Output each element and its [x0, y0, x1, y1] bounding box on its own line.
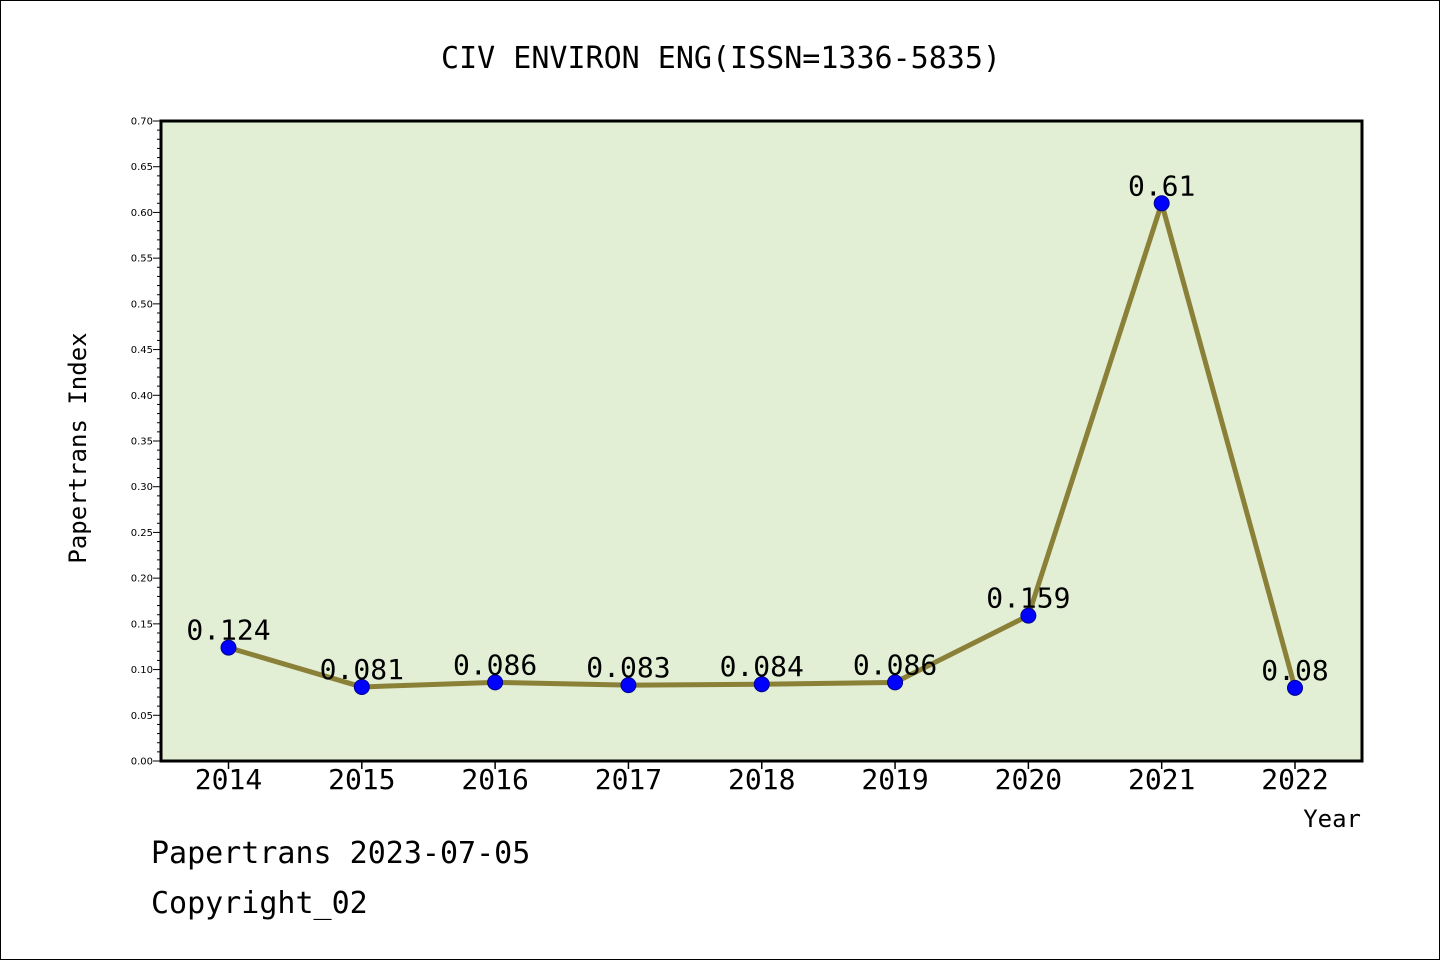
x-axis-label: Year: [1303, 805, 1361, 833]
data-label: 0.159: [986, 582, 1070, 615]
data-point: [1020, 607, 1037, 624]
y-tick-label: 0.10: [131, 665, 153, 676]
data-point: [487, 674, 504, 691]
data-label: 0.081: [320, 653, 404, 686]
x-tick-label: 2021: [1128, 763, 1195, 796]
x-tick-label: 2018: [728, 763, 795, 796]
data-point: [220, 639, 237, 656]
data-markers: [220, 195, 1303, 696]
x-tick-label: 2015: [328, 763, 395, 796]
data-point: [753, 676, 770, 693]
data-point: [887, 674, 904, 691]
data-point: [620, 677, 637, 694]
y-tick-label: 0.35: [131, 437, 153, 448]
data-point: [353, 678, 370, 695]
data-label: 0.61: [1128, 169, 1195, 202]
y-tick-label: 0.40: [131, 391, 153, 402]
y-tick-label: 0.60: [131, 208, 153, 219]
x-tick-label: 2020: [995, 763, 1062, 796]
y-tick-label: 0.15: [131, 619, 153, 630]
y-tick-label: 0.45: [131, 345, 153, 356]
data-point: [1153, 195, 1170, 212]
chart-title: CIV ENVIRON ENG(ISSN=1336-5835): [441, 41, 1001, 76]
y-axis-ticks: 0.00 0.05 0.10 0.15 0.20 0.25 0.30 0.35 0.40 0.45…: [131, 117, 161, 768]
y-tick-label: 0.00: [131, 757, 153, 768]
y-tick-label: 0.70: [131, 117, 153, 128]
data-label: 0.084: [720, 650, 804, 683]
y-tick-label: 0.55: [131, 254, 153, 265]
data-label: 0.08: [1261, 654, 1328, 687]
y-tick-label: 0.65: [131, 162, 153, 173]
y-tick-label: 0.05: [131, 711, 153, 722]
y-tick-label: 0.25: [131, 528, 153, 539]
data-label: 0.124: [186, 614, 270, 647]
footer-date: Papertrans 2023-07-05: [151, 836, 531, 871]
y-tick-label: 0.20: [131, 574, 153, 585]
plot-area: [159, 119, 1364, 763]
y-tick-label: 0.30: [131, 482, 153, 493]
data-label: 0.086: [453, 648, 537, 681]
x-tick-label: 2014: [195, 763, 262, 796]
data-labels: 0.124 0.081 0.086 0.083 0.084 0.086 0.159 0.61 0…: [186, 169, 1328, 687]
data-label: 0.083: [586, 651, 670, 684]
x-tick-label: 2017: [595, 763, 662, 796]
data-point: [1287, 679, 1303, 696]
footer-copyright: Copyright_02: [151, 886, 368, 921]
y-axis-label: Papertrans Index: [64, 332, 92, 563]
x-tick-label: 2016: [461, 763, 528, 796]
y-tick-label: 0.50: [131, 299, 153, 310]
x-axis-ticks: 2014 2015 2016 2017 2018 2019 2020 2021 2022: [195, 761, 1329, 796]
x-tick-label: 2019: [861, 763, 928, 796]
data-label: 0.086: [853, 648, 937, 681]
x-tick-label: 2022: [1261, 763, 1328, 796]
